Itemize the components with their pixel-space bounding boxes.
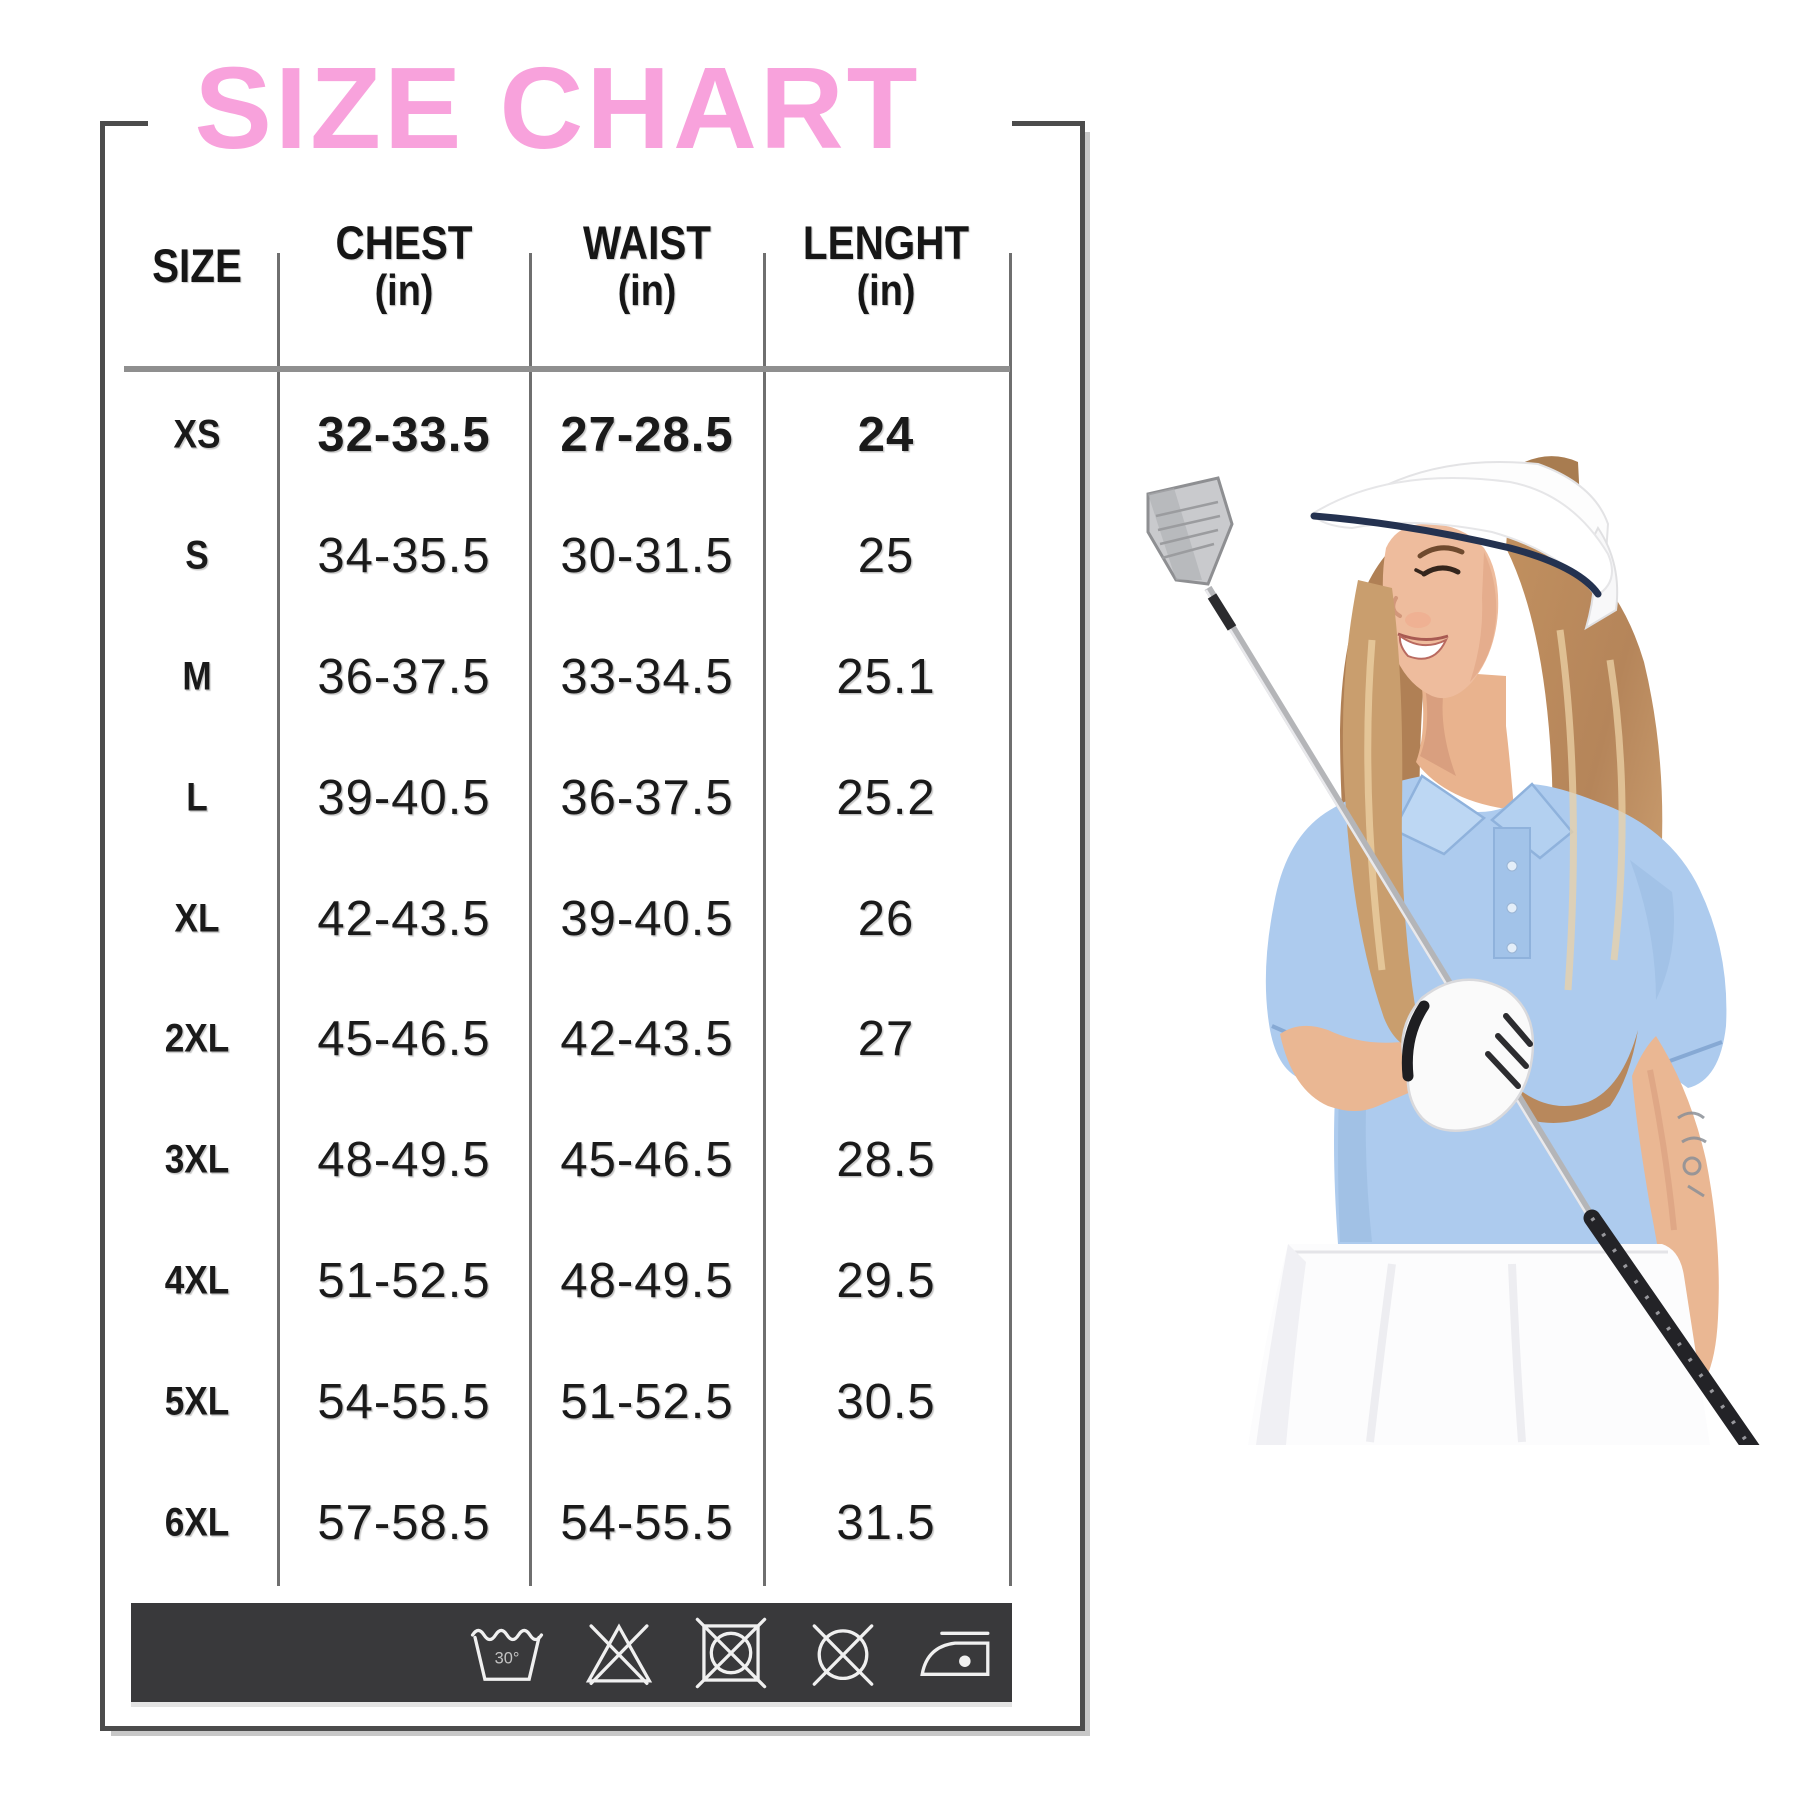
face	[1382, 523, 1499, 699]
left-arm	[1632, 1036, 1719, 1378]
iron-one-dot-icon	[920, 1631, 990, 1676]
length-cell: 25.2	[836, 770, 936, 825]
header-size: SIZE	[152, 210, 242, 322]
header-label: CHEST	[335, 215, 473, 269]
length-cell: 29.5	[836, 1253, 936, 1308]
do-not-tumble-dry-icon	[695, 1617, 767, 1688]
size-cell: 4XL	[164, 1258, 230, 1303]
arm-shadow	[1647, 1069, 1677, 1231]
length-cell: 27	[857, 1012, 915, 1067]
header-chest: CHEST (in)	[336, 210, 473, 322]
shirt-button	[1506, 902, 1518, 914]
table-row: 3XL 48-49.5 45-46.5 28.5	[100, 1100, 1012, 1221]
waist-cell: 36-37.5	[560, 770, 734, 825]
do-not-bleach-icon	[585, 1622, 653, 1685]
size-cell: 3XL	[164, 1137, 230, 1182]
size-cell: XL	[174, 896, 220, 941]
size-cell: 2XL	[164, 1016, 230, 1061]
button-placket	[1493, 827, 1531, 959]
chest-cell: 51-52.5	[317, 1253, 491, 1308]
header-length: LENGHT (in)	[803, 210, 969, 322]
shirt-button	[1506, 860, 1518, 872]
chest-cell: 42-43.5	[317, 891, 491, 946]
page-title: SIZE CHART	[194, 43, 921, 173]
header-label: WAIST	[583, 215, 711, 269]
neck-shadow	[1420, 680, 1456, 776]
hair-front-strand	[1520, 1030, 1638, 1123]
header-label: SIZE	[152, 239, 242, 293]
size-cell: M	[182, 654, 212, 699]
table-row: L 39-40.5 36-37.5 25.2	[100, 737, 1012, 858]
sun-visor	[1310, 456, 1619, 631]
golf-glove	[1401, 978, 1535, 1132]
header-unit: (in)	[856, 265, 916, 315]
waist-cell: 45-46.5	[560, 1133, 734, 1188]
size-cell: S	[185, 533, 209, 578]
chest-cell: 48-49.5	[317, 1133, 491, 1188]
column-divider	[763, 253, 766, 1586]
chest-cell: 36-37.5	[317, 649, 491, 704]
table-row: XS 32-33.5 27-28.5 24	[100, 375, 1012, 496]
chest-cell: 32-33.5	[317, 408, 491, 463]
table-rows: XS 32-33.5 27-28.5 24 S 34-35.5 30-31.5 …	[100, 375, 1012, 1583]
length-cell: 28.5	[836, 1133, 936, 1188]
waist-cell: 33-34.5	[560, 649, 734, 704]
chest-cell: 34-35.5	[317, 529, 491, 584]
size-cell: XS	[173, 412, 221, 457]
header-unit: (in)	[617, 265, 677, 315]
header-waist: WAIST (in)	[583, 210, 711, 322]
waist-cell: 51-52.5	[560, 1374, 734, 1429]
table-row: 6XL 57-58.5 54-55.5 31.5	[100, 1462, 1012, 1583]
waist-cell: 48-49.5	[560, 1253, 734, 1308]
waist-cell: 27-28.5	[560, 408, 734, 463]
table-row: 5XL 54-55.5 51-52.5 30.5	[100, 1341, 1012, 1462]
header-underline	[124, 366, 1010, 372]
column-divider	[529, 253, 532, 1586]
length-cell: 31.5	[836, 1495, 936, 1550]
size-cell: L	[186, 775, 208, 820]
header-label: LENGHT	[802, 215, 970, 269]
golf-club	[1146, 476, 1596, 1221]
header-unit: (in)	[374, 265, 434, 315]
table-row: 2XL 45-46.5 42-43.5 27	[100, 979, 1012, 1100]
hair-highlights	[1364, 629, 1626, 991]
length-cell: 24	[857, 408, 915, 463]
table-row: XL 42-43.5 39-40.5 26	[100, 858, 1012, 979]
care-instructions-bar: 30°	[131, 1603, 1012, 1702]
column-divider	[1009, 253, 1012, 1586]
golfer-photo	[1146, 456, 1760, 1445]
right-forearm	[1280, 1025, 1434, 1111]
length-cell: 25	[857, 529, 915, 584]
hair-front-strand	[1342, 580, 1422, 1049]
waist-cell: 30-31.5	[560, 529, 734, 584]
chest-cell: 54-55.5	[317, 1374, 491, 1429]
size-cell: 6XL	[164, 1500, 230, 1545]
golf-club-head	[1146, 476, 1234, 586]
chest-cell: 39-40.5	[317, 770, 491, 825]
waist-cell: 39-40.5	[560, 891, 734, 946]
table-row: 4XL 51-52.5 48-49.5 29.5	[100, 1221, 1012, 1342]
do-not-dry-clean-icon	[812, 1623, 874, 1686]
wash-30-icon: 30°	[470, 1628, 544, 1681]
table-row: S 34-35.5 30-31.5 25	[100, 496, 1012, 617]
waist-cell: 54-55.5	[560, 1495, 734, 1550]
wash-temp-label: 30°	[495, 1649, 520, 1667]
frame-gap	[148, 108, 1012, 134]
length-cell: 26	[857, 891, 915, 946]
white-skirt	[1248, 1244, 1710, 1445]
club-grip	[1583, 1209, 1760, 1445]
chest-cell: 57-58.5	[317, 1495, 491, 1550]
forearm-tattoo	[1677, 1111, 1707, 1198]
length-cell: 25.1	[836, 649, 936, 704]
size-cell: 5XL	[164, 1379, 230, 1424]
length-cell: 30.5	[836, 1374, 936, 1429]
chest-cell: 45-46.5	[317, 1012, 491, 1067]
column-divider	[277, 253, 280, 1586]
table-row: M 36-37.5 33-34.5 25.1	[100, 617, 1012, 738]
shirt-button	[1506, 942, 1518, 954]
waist-cell: 42-43.5	[560, 1012, 734, 1067]
